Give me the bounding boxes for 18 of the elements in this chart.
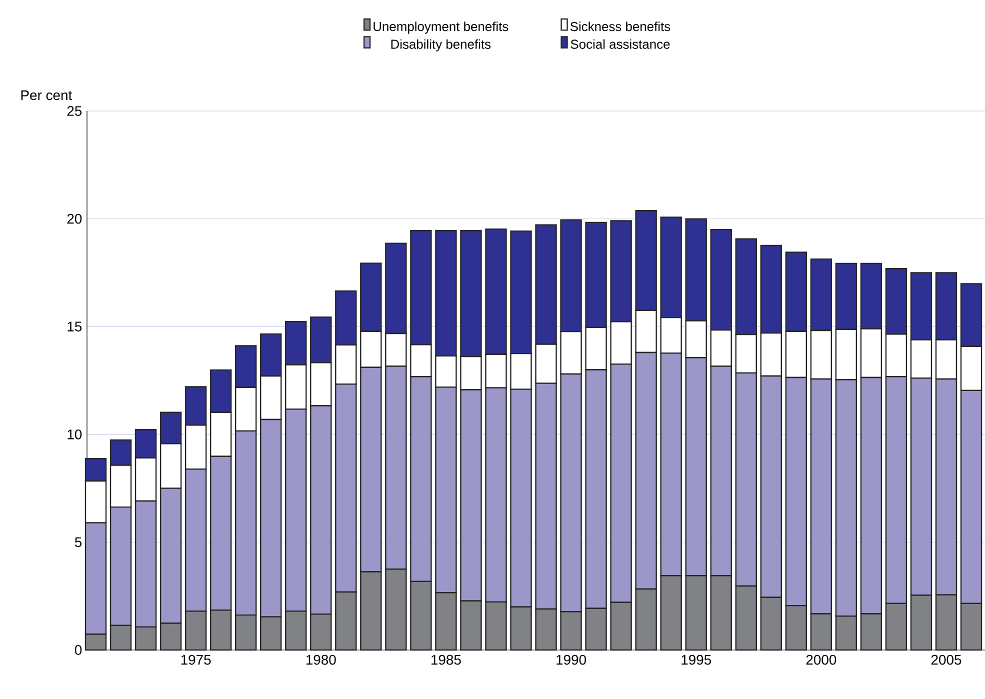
y-tick-label: 5 bbox=[74, 537, 82, 548]
y-tick-label: 0 bbox=[74, 645, 82, 655]
y-tick-label: 20 bbox=[67, 214, 82, 224]
x-tick-label: 1990 bbox=[556, 654, 586, 665]
x-tick-label: 1980 bbox=[306, 654, 336, 665]
y-axis-title: Per cent bbox=[21, 90, 72, 100]
y-tick-label: 15 bbox=[68, 322, 82, 332]
legend-label: Sickness benefits bbox=[570, 22, 670, 32]
y-tick-label: 10 bbox=[68, 429, 82, 440]
y-tick-label: 25 bbox=[67, 106, 82, 116]
x-tick-label: 2005 bbox=[931, 654, 962, 665]
x-tick-label: 1985 bbox=[432, 654, 461, 665]
legend-label: Unemployment benefits bbox=[374, 22, 508, 34]
x-tick-label: 1995 bbox=[682, 654, 712, 665]
legend-label: Social assistance bbox=[570, 39, 670, 49]
legend-label: Disability benefits bbox=[391, 39, 491, 52]
x-tick-label: 1975 bbox=[181, 654, 211, 665]
x-tick-label: 2000 bbox=[806, 654, 836, 665]
